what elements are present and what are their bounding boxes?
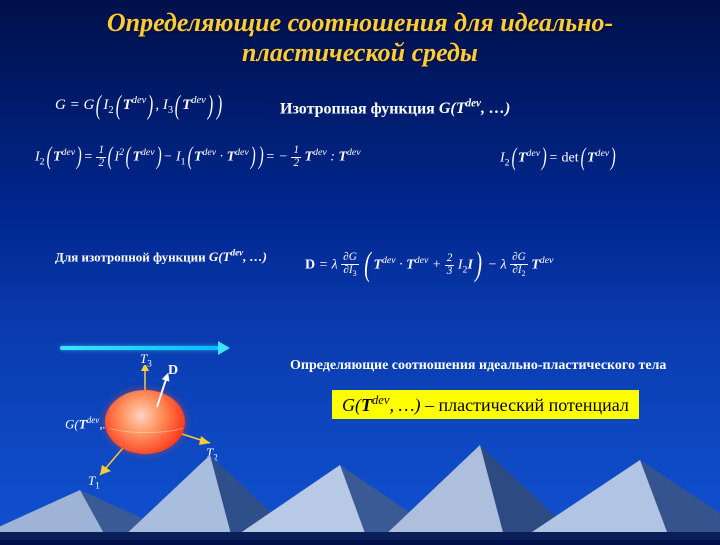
- isotropic-function-label: Изотропная функция G(Tdev, …): [280, 98, 510, 118]
- eq-i2-expansion: I2(Tdev)= 12(I2(Tdev)− I1(Tdev · Tdev))=…: [35, 145, 361, 170]
- page-title: Определяющие соотношения для идеально-пл…: [0, 0, 720, 74]
- mountains-svg: [0, 420, 720, 540]
- eq-i2-det: I2(Tdev)= det(Tdev): [500, 148, 618, 169]
- for-isotropic-label: Для изотропной функции G(Tdev, …): [55, 248, 267, 265]
- relation-label: Определяющие соотношения идеально-пласти…: [290, 358, 666, 374]
- eq-g-definition: G = G(I2(Tdev), I3(Tdev)): [55, 95, 224, 117]
- axis-t3-label: T3: [140, 351, 152, 369]
- plastic-potential-box: G(Tdev, …) – пластический потенциал: [332, 390, 639, 419]
- direction-vector-label: D: [168, 363, 178, 379]
- derivation-arrow: [60, 346, 220, 350]
- mountains-backdrop: [0, 420, 720, 540]
- eq-flow-rule: D = λ ∂G∂I3 (Tdev · Tdev + 23 I2I) − λ ∂…: [305, 252, 553, 279]
